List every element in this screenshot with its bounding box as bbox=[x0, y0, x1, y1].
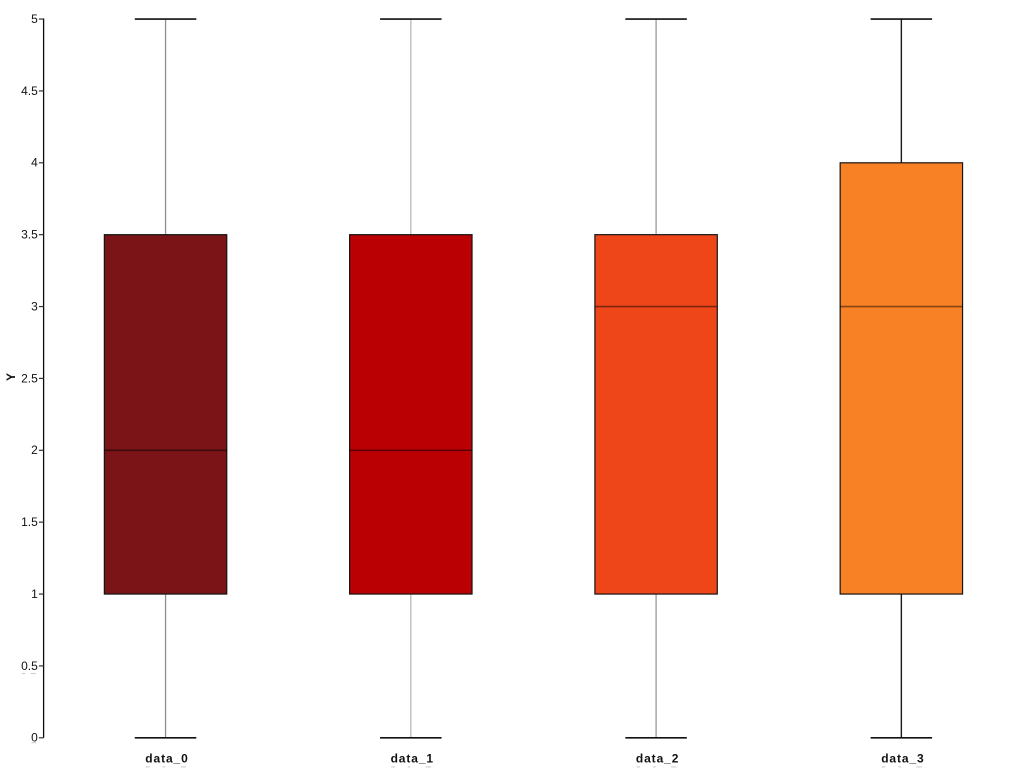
svg-text:2: 2 bbox=[31, 443, 38, 457]
svg-text:4.5: 4.5 bbox=[21, 84, 38, 98]
svg-text:1.5: 1.5 bbox=[21, 515, 38, 529]
svg-text:data_2: data_2 bbox=[636, 752, 679, 766]
svg-text:3: 3 bbox=[31, 299, 38, 313]
svg-text:data_1: data_1 bbox=[391, 752, 434, 766]
svg-text:2.5: 2.5 bbox=[21, 371, 38, 385]
svg-text:Y: Y bbox=[4, 373, 18, 381]
svg-text:3.5: 3.5 bbox=[21, 228, 38, 242]
svg-text:1: 1 bbox=[31, 587, 38, 601]
svg-text:0.5: 0.5 bbox=[21, 659, 38, 673]
svg-text:0: 0 bbox=[31, 731, 38, 745]
svg-text:data_3: data_3 bbox=[881, 752, 924, 766]
svg-text:5: 5 bbox=[31, 12, 38, 26]
svg-text:data_0: data_0 bbox=[145, 752, 188, 766]
svg-text:4: 4 bbox=[31, 156, 38, 170]
